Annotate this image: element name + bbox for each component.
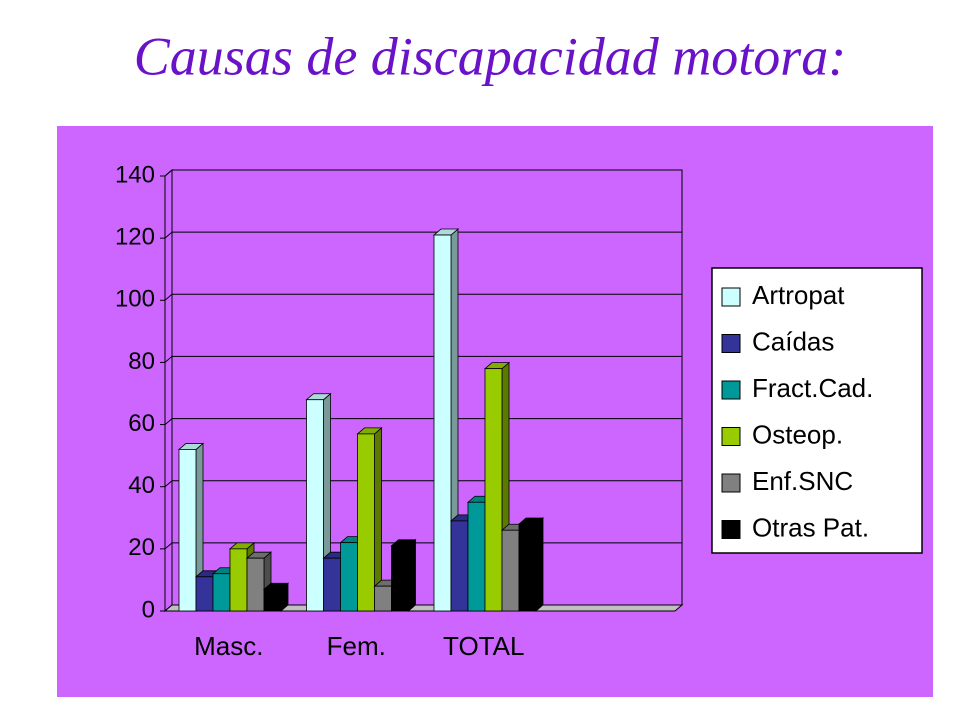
- bar-side: [535, 517, 544, 612]
- y-tick-label: 60: [128, 410, 155, 437]
- legend-label: Enf.SNC: [752, 466, 853, 496]
- legend-label: Fract.Cad.: [752, 373, 873, 403]
- left-wall: [164, 168, 173, 613]
- legend-swatch: [721, 380, 741, 400]
- x-tick-label: Fem.: [327, 631, 386, 661]
- grid-line: [164, 480, 173, 488]
- bar-front: [450, 520, 469, 612]
- y-tick-label: 80: [128, 348, 155, 375]
- bar-front: [195, 576, 214, 612]
- y-tick-label: 40: [128, 472, 155, 499]
- bar-front: [391, 545, 409, 612]
- bar: [517, 517, 545, 612]
- bar: [356, 427, 383, 612]
- bar-front: [229, 548, 248, 612]
- legend-swatch: [721, 473, 741, 493]
- legend-label: Artropat: [752, 280, 845, 310]
- bar: [262, 582, 290, 612]
- bar-front: [246, 557, 265, 612]
- x-tick-label: TOTAL: [443, 631, 524, 661]
- bar-front: [501, 529, 520, 612]
- legend-swatch: [721, 287, 741, 307]
- bar-front: [306, 399, 324, 612]
- legend-label: Caídas: [752, 326, 834, 356]
- legend-label: Otras Pat.: [752, 512, 869, 542]
- bar: [177, 442, 205, 612]
- bar-front: [433, 234, 452, 612]
- grid-line: [164, 231, 173, 239]
- bar: [305, 392, 332, 612]
- bar: [432, 228, 460, 612]
- bar-front: [212, 573, 231, 612]
- y-tick-label: 120: [115, 223, 155, 250]
- legend-swatch: [721, 520, 741, 539]
- y-tick-label: 0: [142, 596, 155, 623]
- bar-front: [263, 588, 282, 612]
- grid-line: [164, 169, 173, 177]
- y-tick-label: 20: [128, 534, 155, 561]
- bar-front: [340, 542, 358, 612]
- bar-side: [408, 538, 416, 612]
- bar: [390, 538, 417, 612]
- bar-front: [518, 523, 537, 612]
- legend-swatch: [721, 334, 741, 353]
- grid-line: [164, 542, 173, 550]
- bar-front: [178, 449, 197, 612]
- y-tick-label: 140: [115, 161, 155, 188]
- x-tick-label: Masc.: [194, 631, 263, 661]
- bar-front: [374, 585, 392, 612]
- bar-front: [357, 433, 375, 612]
- legend-label: Osteop.: [752, 419, 843, 449]
- grid-line: [164, 293, 173, 301]
- legend-swatch: [721, 427, 741, 446]
- bar: [245, 551, 273, 612]
- bar-front: [467, 501, 486, 612]
- chart-title: Causas de discapacidad motora:: [134, 26, 846, 86]
- bar-front: [323, 557, 341, 612]
- grid-line: [164, 418, 173, 425]
- legend: [711, 267, 923, 554]
- grid-line: [164, 356, 173, 363]
- bar-front: [484, 368, 503, 612]
- y-tick-label: 100: [115, 286, 155, 313]
